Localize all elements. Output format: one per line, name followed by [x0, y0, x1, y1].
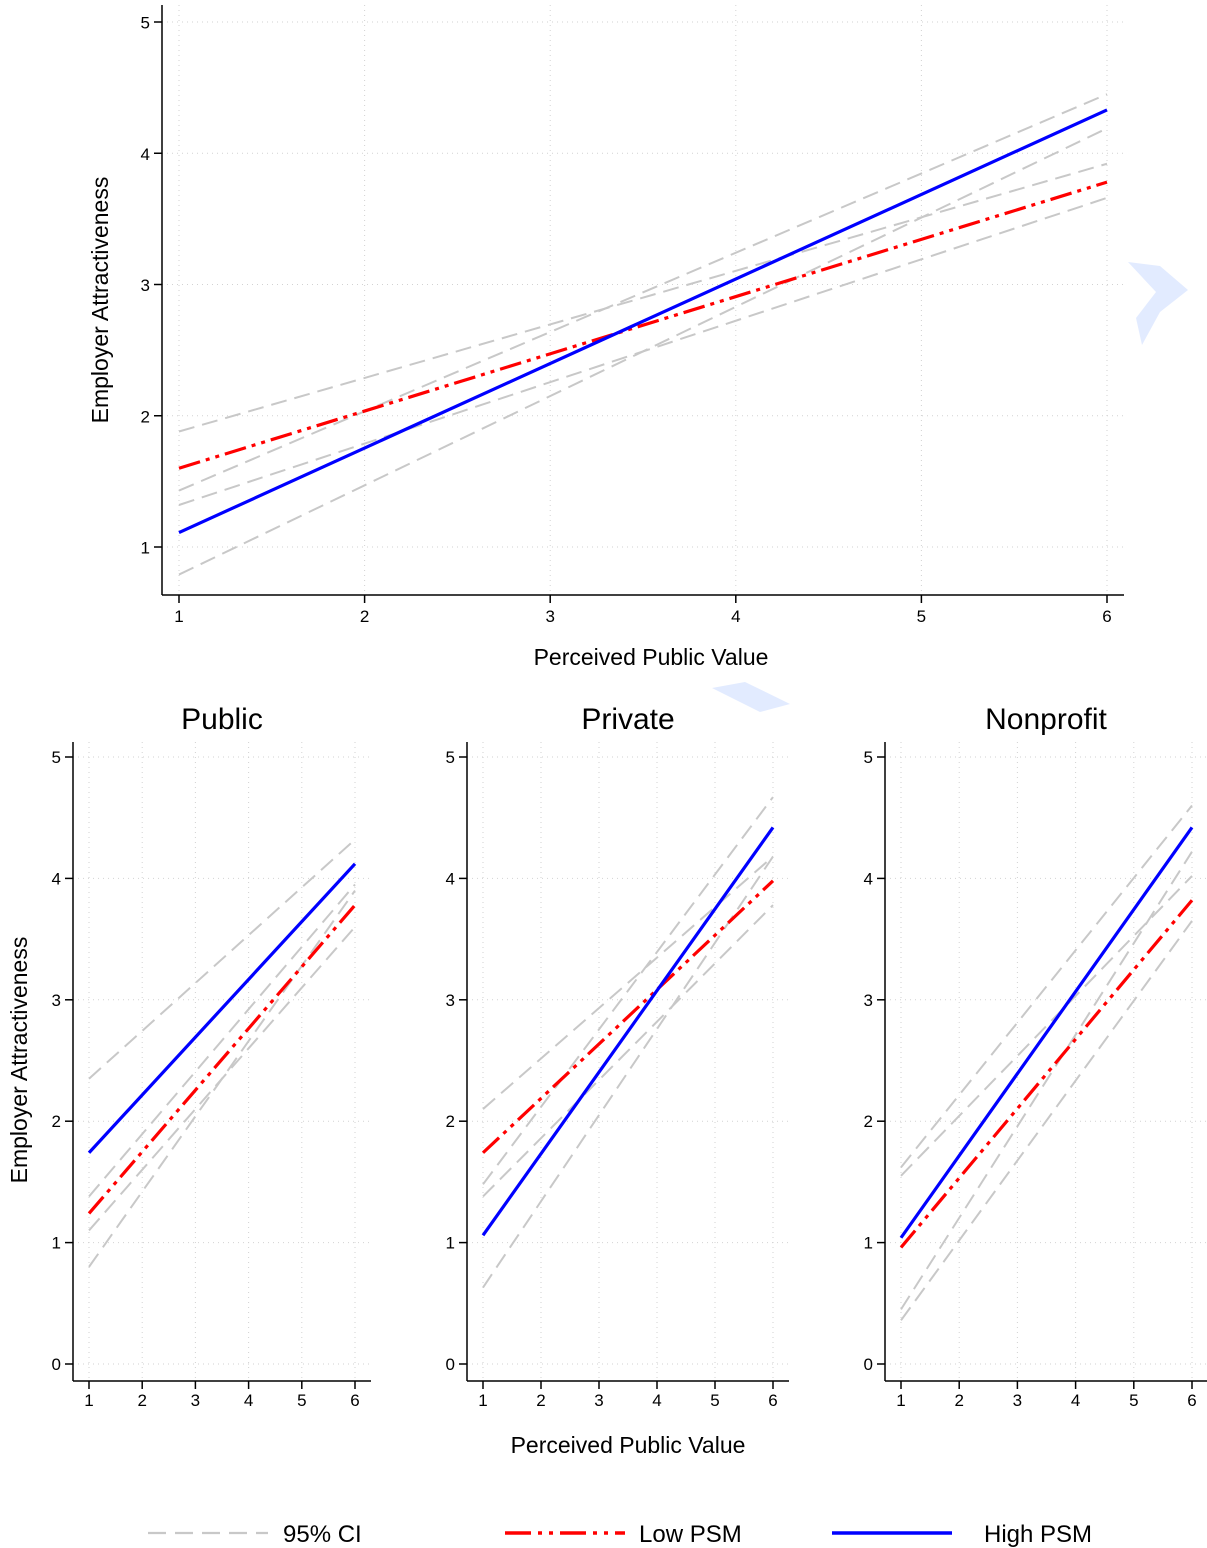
y-axis-label: Employer Attractiveness	[6, 937, 32, 1184]
x-axis-label: Perceived Public Value	[511, 1432, 746, 1458]
ci-upper-line	[482, 855, 774, 1110]
ci-upper-line	[88, 883, 356, 1198]
y-tick-label: 3	[141, 276, 150, 295]
legend-low-label: Low PSM	[639, 1521, 742, 1548]
x-tick-label: 5	[917, 607, 926, 626]
series-line-low-psm	[481, 879, 775, 1154]
y-tick-label: 2	[864, 1112, 873, 1131]
x-axis-label: Perceived Public Value	[534, 644, 769, 670]
y-tick-label: 3	[52, 991, 61, 1010]
x-tick-label: 1	[896, 1391, 905, 1410]
ci-upper-line	[178, 93, 1108, 492]
ci-upper-line	[900, 875, 1193, 1177]
y-tick-label: 4	[864, 869, 873, 888]
panel-main: 1 2 3 4 5 6 1 2 3 4 5 Perceived Public Value Employe…	[87, 5, 1124, 670]
y-tick-label: 2	[141, 407, 150, 426]
panel-title: Public	[181, 703, 263, 736]
series-line-low-psm	[87, 904, 357, 1215]
x-tick-label: 5	[297, 1391, 306, 1410]
legend-ci-label: 95% CI	[283, 1521, 362, 1548]
y-tick-label: 1	[141, 539, 150, 558]
x-tick-label: 4	[652, 1391, 661, 1410]
x-tick-label: 4	[244, 1391, 253, 1410]
panel-title: Nonprofit	[985, 703, 1107, 736]
y-tick-label: 3	[864, 991, 873, 1010]
y-tick-label: 0	[446, 1355, 455, 1374]
x-tick-label: 6	[768, 1391, 777, 1410]
x-tick-label: 3	[191, 1391, 200, 1410]
x-tick-label: 1	[478, 1391, 487, 1410]
x-tick-label: 2	[360, 607, 369, 626]
y-tick-label: 1	[864, 1234, 873, 1253]
y-tick-label: 1	[446, 1234, 455, 1253]
panel-title: Private	[581, 703, 674, 736]
x-tick-label: 2	[536, 1391, 545, 1410]
ci-upper-line	[178, 162, 1108, 433]
x-tick-label: 6	[1187, 1391, 1196, 1410]
ci-upper-line	[88, 838, 356, 1080]
x-tick-label: 6	[1102, 607, 1111, 626]
x-tick-label: 1	[84, 1391, 93, 1410]
y-tick-label: 1	[52, 1234, 61, 1253]
x-tick-label: 6	[350, 1391, 359, 1410]
series-line-high-psm	[481, 826, 775, 1237]
watermark-mark-middle	[712, 682, 790, 712]
x-tick-label: 4	[731, 607, 740, 626]
y-tick-label: 0	[52, 1355, 61, 1374]
y-tick-label: 4	[52, 869, 61, 888]
ci-upper-line	[900, 804, 1193, 1168]
x-tick-label: 5	[1129, 1391, 1138, 1410]
y-tick-label: 5	[446, 748, 455, 767]
series-line-high-psm	[178, 108, 1108, 535]
series-line-low-psm	[178, 180, 1108, 470]
x-tick-label: 3	[545, 607, 554, 626]
panel-public: 1 2 3 4 5 6 0 1 2 3 4 5 Public Employer Attractivenes…	[6, 703, 371, 1410]
watermark-mark-top	[1128, 262, 1188, 345]
ci-lower-line	[482, 855, 774, 1289]
series-line-high-psm	[899, 826, 1194, 1239]
panel-nonprofit: 1 2 3 4 5 6 0 1 2 3 4 5 Nonprofit	[864, 703, 1207, 1410]
y-tick-label: 5	[52, 748, 61, 767]
ci-upper-line	[482, 796, 774, 1185]
x-tick-label: 2	[954, 1391, 963, 1410]
x-tick-label: 1	[174, 607, 183, 626]
y-tick-label: 4	[446, 869, 455, 888]
y-tick-label: 4	[141, 145, 150, 164]
series-line-low-psm	[899, 899, 1194, 1249]
y-tick-label: 2	[446, 1112, 455, 1131]
y-tick-label: 2	[52, 1112, 61, 1131]
y-axis-label: Employer Attractiveness	[87, 177, 113, 424]
x-tick-label: 3	[1013, 1391, 1022, 1410]
y-tick-label: 5	[141, 14, 150, 33]
legend-high-label: High PSM	[984, 1521, 1092, 1548]
ci-lower-line	[482, 904, 774, 1198]
ci-lower-line	[88, 889, 356, 1268]
series-line-high-psm	[87, 862, 357, 1154]
panel-private: 1 2 3 4 5 6 0 1 2 3 4 5 Private Perceived Public Valu…	[446, 703, 789, 1458]
ci-lower-line	[900, 851, 1193, 1310]
x-tick-label: 4	[1071, 1391, 1080, 1410]
y-tick-label: 0	[864, 1355, 873, 1374]
y-tick-label: 3	[446, 991, 455, 1010]
x-tick-label: 5	[710, 1391, 719, 1410]
ci-lower-line	[178, 127, 1108, 576]
x-tick-label: 3	[594, 1391, 603, 1410]
x-tick-label: 2	[137, 1391, 146, 1410]
legend: 95% CI Low PSM High PSM	[148, 1521, 1092, 1548]
y-tick-label: 5	[864, 748, 873, 767]
ci-lower-line	[900, 920, 1193, 1321]
